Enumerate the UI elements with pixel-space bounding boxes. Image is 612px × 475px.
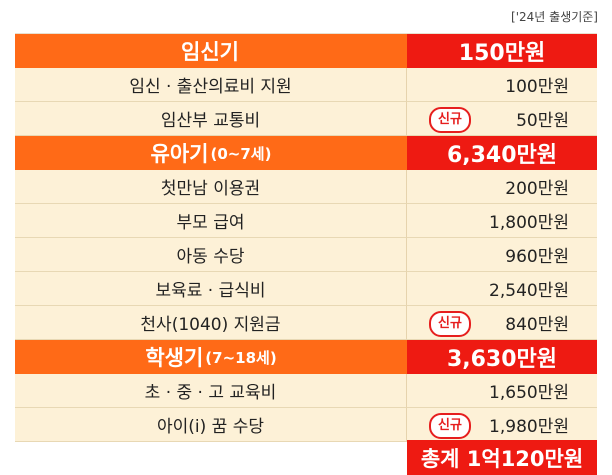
section-range: (0~7세) bbox=[210, 144, 272, 163]
section-title: 유아기 bbox=[150, 142, 209, 166]
item-value: 960만원 bbox=[505, 247, 569, 267]
item-label: 초 · 중 · 고 교육비 bbox=[144, 383, 277, 403]
item-label: 첫만남 이용권 bbox=[160, 179, 261, 199]
table-row: 아이(i) 꿈 수당 신규 1,980만원 bbox=[15, 408, 597, 442]
item-label: 임산부 교통비 bbox=[160, 111, 261, 131]
section-header-infancy: 유아기 (0~7세) 6,340만원 bbox=[15, 136, 597, 170]
table-row: 초 · 중 · 고 교육비 1,650만원 bbox=[15, 374, 597, 408]
item-value: 1,980만원 bbox=[489, 417, 569, 437]
table-row: 첫만남 이용권 200만원 bbox=[15, 170, 597, 204]
item-label: 아이(i) 꿈 수당 bbox=[157, 417, 264, 437]
item-value: 200만원 bbox=[505, 179, 569, 199]
section-amount-cell: 3,630만원 bbox=[407, 340, 597, 374]
item-label: 부모 급여 bbox=[176, 213, 245, 233]
new-badge: 신규 bbox=[429, 413, 471, 439]
grand-total: 총계 1억120만원 bbox=[407, 440, 597, 475]
benefit-table: 임신기 150만원 임신 · 출산의료비 지원 100만원 임산부 교통비 신규… bbox=[15, 33, 597, 442]
section-title: 임신기 bbox=[181, 40, 239, 64]
item-value: 2,540만원 bbox=[489, 281, 569, 301]
item-label: 아동 수당 bbox=[176, 247, 245, 267]
item-value: 1,800만원 bbox=[489, 213, 569, 233]
table-row: 천사(1040) 지원금 신규 840만원 bbox=[15, 306, 597, 340]
item-value: 1,650만원 bbox=[489, 383, 569, 403]
section-amount-cell: 6,340만원 bbox=[407, 136, 597, 170]
item-value: 50만원 bbox=[516, 111, 569, 131]
item-label: 임신 · 출산의료비 지원 bbox=[129, 77, 292, 97]
table-row: 아동 수당 960만원 bbox=[15, 238, 597, 272]
section-title-cell: 학생기 (7~18세) bbox=[15, 340, 407, 374]
section-title: 학생기 bbox=[145, 346, 204, 370]
item-label: 천사(1040) 지원금 bbox=[140, 315, 281, 335]
table-row: 임신 · 출산의료비 지원 100만원 bbox=[15, 68, 597, 102]
birth-year-note: ['24년 출생기준] bbox=[511, 10, 598, 24]
section-header-school-age: 학생기 (7~18세) 3,630만원 bbox=[15, 340, 597, 374]
section-header-pregnancy: 임신기 150만원 bbox=[15, 34, 597, 68]
section-title-cell: 유아기 (0~7세) bbox=[15, 136, 407, 170]
section-amount: 3,630만원 bbox=[446, 347, 558, 372]
table-row: 보육료 · 급식비 2,540만원 bbox=[15, 272, 597, 306]
item-value: 100만원 bbox=[505, 77, 569, 97]
section-amount-cell: 150만원 bbox=[407, 34, 597, 68]
new-badge: 신규 bbox=[429, 107, 471, 133]
section-title-cell: 임신기 bbox=[15, 34, 407, 68]
table-row: 임산부 교통비 신규 50만원 bbox=[15, 102, 597, 136]
section-range: (7~18세) bbox=[205, 348, 277, 367]
new-badge: 신규 bbox=[429, 311, 471, 337]
section-amount: 6,340만원 bbox=[446, 143, 558, 168]
section-amount: 150만원 bbox=[458, 41, 546, 66]
item-value: 840만원 bbox=[505, 315, 569, 335]
table-row: 부모 급여 1,800만원 bbox=[15, 204, 597, 238]
item-label: 보육료 · 급식비 bbox=[155, 281, 266, 301]
